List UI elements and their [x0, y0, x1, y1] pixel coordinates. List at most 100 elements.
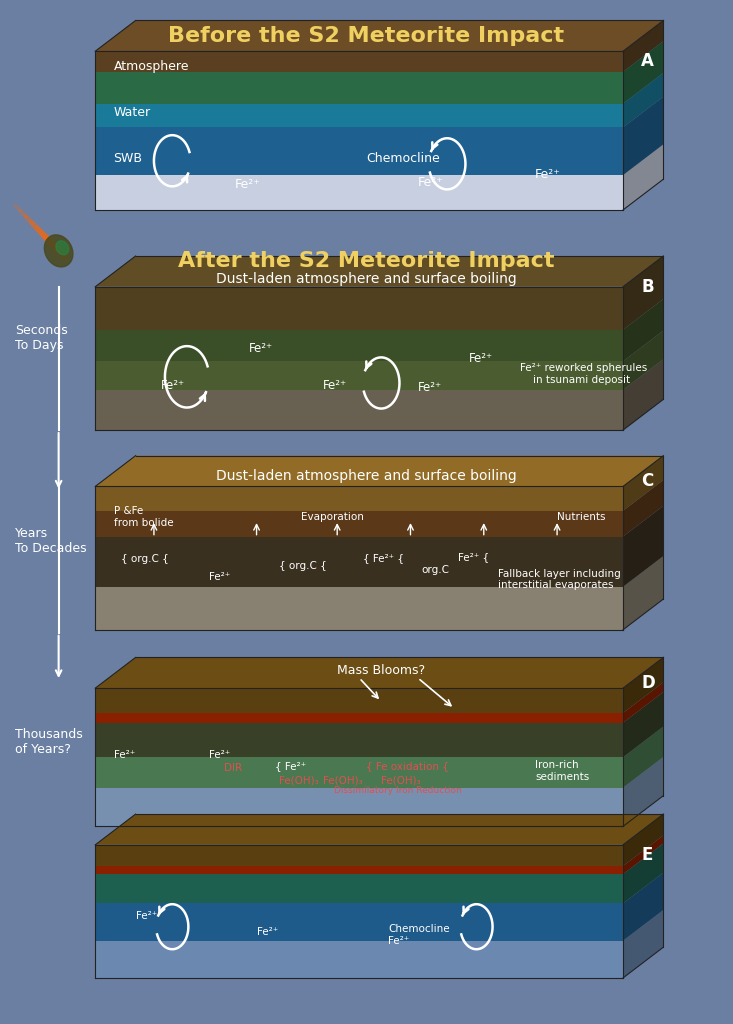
Polygon shape	[95, 511, 623, 537]
Text: Fe²⁺ {: Fe²⁺ {	[458, 552, 489, 562]
Polygon shape	[95, 287, 623, 330]
Ellipse shape	[24, 215, 34, 225]
Polygon shape	[95, 814, 663, 845]
Polygon shape	[95, 361, 623, 390]
Text: Before the S2 Meteorite Impact: Before the S2 Meteorite Impact	[169, 26, 564, 46]
Text: { org.C {: { org.C {	[279, 561, 326, 571]
Ellipse shape	[14, 205, 21, 211]
Polygon shape	[623, 556, 663, 630]
Polygon shape	[95, 688, 623, 713]
Text: Fe²⁺: Fe²⁺	[418, 381, 442, 393]
Polygon shape	[623, 506, 663, 587]
Polygon shape	[623, 299, 663, 361]
Text: Fe²⁺: Fe²⁺	[418, 176, 443, 188]
Text: Fe²⁺: Fe²⁺	[535, 168, 561, 180]
Text: DIR: DIR	[224, 763, 242, 773]
Text: Mass Blooms?: Mass Blooms?	[337, 665, 425, 677]
Polygon shape	[623, 844, 663, 903]
Text: { Fe²⁺: { Fe²⁺	[275, 761, 306, 771]
Polygon shape	[623, 144, 663, 210]
Text: P &Fe
from bolide: P &Fe from bolide	[114, 506, 173, 528]
Polygon shape	[95, 20, 663, 51]
Polygon shape	[623, 910, 663, 978]
Polygon shape	[95, 723, 623, 758]
Text: { Fe²⁺ {: { Fe²⁺ {	[363, 553, 404, 563]
Polygon shape	[95, 713, 623, 723]
Polygon shape	[623, 836, 663, 874]
Polygon shape	[95, 903, 623, 941]
Text: Dust-laden atmosphere and surface boiling: Dust-laden atmosphere and surface boilin…	[216, 271, 517, 286]
Polygon shape	[95, 390, 623, 430]
Text: Dissimilatory Iron Reduction: Dissimilatory Iron Reduction	[334, 786, 461, 795]
Text: Fe²⁺: Fe²⁺	[209, 750, 230, 760]
Polygon shape	[95, 537, 623, 587]
Text: Fe²⁺: Fe²⁺	[469, 352, 493, 365]
Text: Fe²⁺: Fe²⁺	[114, 750, 135, 760]
Polygon shape	[95, 874, 623, 903]
Text: Dust-laden atmosphere and surface boiling: Dust-laden atmosphere and surface boilin…	[216, 469, 517, 483]
Text: Fe²⁺: Fe²⁺	[161, 379, 185, 391]
Polygon shape	[623, 20, 663, 72]
Text: Atmosphere: Atmosphere	[114, 60, 189, 73]
Polygon shape	[623, 657, 663, 713]
Text: Iron-rich
sediments: Iron-rich sediments	[535, 760, 589, 782]
Text: Fe²⁺: Fe²⁺	[136, 911, 157, 922]
Polygon shape	[95, 845, 623, 866]
Polygon shape	[95, 103, 623, 127]
Polygon shape	[623, 872, 663, 941]
Text: Fe²⁺: Fe²⁺	[249, 342, 273, 354]
Polygon shape	[95, 175, 623, 210]
Polygon shape	[623, 480, 663, 537]
Polygon shape	[623, 41, 663, 103]
Ellipse shape	[30, 220, 40, 232]
Text: Seconds
To Days: Seconds To Days	[15, 324, 67, 352]
Text: Water: Water	[114, 106, 151, 119]
Polygon shape	[95, 657, 663, 688]
Polygon shape	[95, 51, 623, 72]
Text: { Fe oxidation {: { Fe oxidation {	[366, 761, 449, 771]
Polygon shape	[95, 486, 623, 511]
Polygon shape	[95, 587, 623, 630]
Polygon shape	[95, 866, 623, 874]
Polygon shape	[623, 456, 663, 511]
Text: After the S2 Meteorite Impact: After the S2 Meteorite Impact	[178, 251, 555, 271]
Polygon shape	[623, 692, 663, 758]
Text: Nutrients: Nutrients	[557, 512, 605, 522]
Polygon shape	[95, 72, 623, 103]
Polygon shape	[95, 256, 663, 287]
Polygon shape	[623, 814, 663, 866]
Text: Fe²⁺: Fe²⁺	[235, 178, 260, 190]
Polygon shape	[623, 331, 663, 390]
Text: Chemocline: Chemocline	[366, 153, 441, 165]
Polygon shape	[95, 330, 623, 361]
Text: Fe²⁺: Fe²⁺	[209, 571, 230, 582]
Polygon shape	[623, 359, 663, 430]
Text: E: E	[641, 846, 653, 864]
Polygon shape	[95, 127, 623, 175]
Ellipse shape	[56, 241, 69, 255]
Text: { org.C {: { org.C {	[121, 554, 169, 564]
Text: SWB: SWB	[114, 153, 143, 165]
Ellipse shape	[51, 243, 67, 259]
Ellipse shape	[35, 226, 47, 239]
Text: org.C: org.C	[421, 565, 449, 575]
Polygon shape	[95, 758, 623, 787]
Text: Years
To Decades: Years To Decades	[15, 526, 86, 555]
Polygon shape	[623, 256, 663, 330]
Polygon shape	[95, 787, 623, 826]
Polygon shape	[623, 682, 663, 723]
Polygon shape	[95, 941, 623, 978]
Text: Fe²⁺: Fe²⁺	[323, 379, 347, 391]
Ellipse shape	[45, 237, 60, 253]
Ellipse shape	[45, 234, 73, 267]
Text: Fe(OH)₃: Fe(OH)₃	[279, 775, 318, 785]
Text: C: C	[641, 472, 654, 490]
Text: Fe(OH)₃: Fe(OH)₃	[323, 775, 362, 785]
Polygon shape	[623, 96, 663, 175]
Polygon shape	[623, 727, 663, 787]
Ellipse shape	[40, 231, 54, 246]
Text: B: B	[641, 278, 654, 296]
Text: Fe²⁺ reworked spherules
    in tsunami deposit: Fe²⁺ reworked spherules in tsunami depos…	[520, 362, 648, 385]
Ellipse shape	[19, 210, 28, 218]
Text: Evaporation: Evaporation	[301, 512, 364, 522]
